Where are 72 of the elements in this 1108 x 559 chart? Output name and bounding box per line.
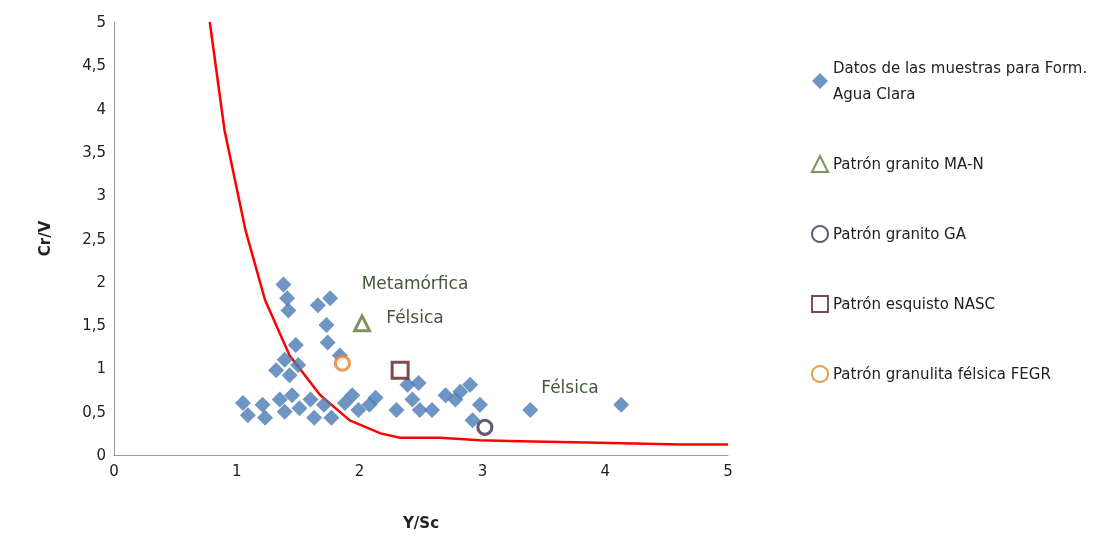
legend-label: Datos de las muestras para Form. Agua Clara	[833, 59, 1092, 103]
point	[464, 412, 481, 429]
y-tick-label: 1,5	[82, 316, 106, 335]
point	[306, 409, 323, 426]
point	[344, 387, 361, 404]
y-tick-label: 2,5	[82, 229, 106, 248]
line-series	[208, 20, 730, 446]
point	[522, 401, 539, 418]
point	[271, 391, 288, 408]
y-tick-label: 0,5	[82, 402, 106, 421]
point	[322, 290, 339, 307]
point	[336, 395, 353, 412]
point	[471, 396, 488, 413]
annotation: Félsica	[541, 377, 599, 397]
point	[281, 367, 298, 384]
point	[291, 400, 308, 417]
point	[276, 403, 293, 420]
point	[257, 409, 274, 426]
point	[404, 391, 421, 408]
x-tick-label: 5	[723, 461, 733, 480]
point	[613, 396, 630, 413]
y-tick-label: 1	[96, 359, 106, 378]
point	[284, 387, 301, 404]
annotation: Metamórfica	[361, 273, 469, 293]
point	[234, 395, 251, 412]
point	[279, 290, 296, 307]
point	[388, 401, 405, 418]
point	[323, 409, 340, 426]
y-tick-label: 2	[96, 272, 106, 291]
point	[290, 356, 307, 373]
point	[476, 418, 494, 436]
point	[390, 360, 410, 380]
legend-label: Patrón esquisto NASC	[833, 295, 996, 313]
point	[424, 401, 441, 418]
x-tick-label: 4	[600, 461, 610, 480]
x-tick-label: 1	[232, 461, 242, 480]
x-axis-title: Y/Sc	[401, 513, 440, 532]
x-tick-label: 0	[109, 461, 119, 480]
point	[309, 297, 326, 314]
point	[275, 276, 292, 293]
y-tick-label: 3	[96, 186, 106, 205]
y-tick-label: 3,5	[82, 142, 106, 161]
point	[239, 407, 256, 424]
x-tick-label: 3	[477, 461, 488, 480]
point	[254, 396, 271, 413]
point	[287, 337, 304, 354]
y-tick-label: 5	[96, 13, 106, 31]
legend-label: Patrón granito MA-N	[833, 155, 984, 173]
point	[268, 362, 285, 379]
point	[280, 302, 297, 319]
annotation: Félsica	[386, 307, 444, 327]
point	[353, 314, 372, 333]
point	[318, 317, 335, 334]
legend-label: Patrón granulita félsica FEGR	[833, 365, 1051, 383]
point	[350, 401, 367, 418]
y-axis-title: Cr/V	[35, 220, 54, 257]
point	[411, 401, 428, 418]
x-tick-label: 2	[354, 461, 365, 480]
point	[452, 383, 469, 400]
point	[315, 396, 332, 413]
point	[276, 351, 293, 368]
legend-label: Patrón granito GA	[833, 225, 967, 243]
y-tick-label: 4	[96, 99, 106, 118]
point	[367, 389, 384, 406]
point	[410, 375, 427, 392]
y-tick-label: 4,5	[82, 56, 106, 75]
point	[462, 376, 479, 393]
y-tick-label: 0	[96, 446, 106, 464]
point	[333, 354, 351, 372]
point	[319, 334, 336, 351]
point	[302, 391, 319, 408]
point	[437, 387, 454, 404]
